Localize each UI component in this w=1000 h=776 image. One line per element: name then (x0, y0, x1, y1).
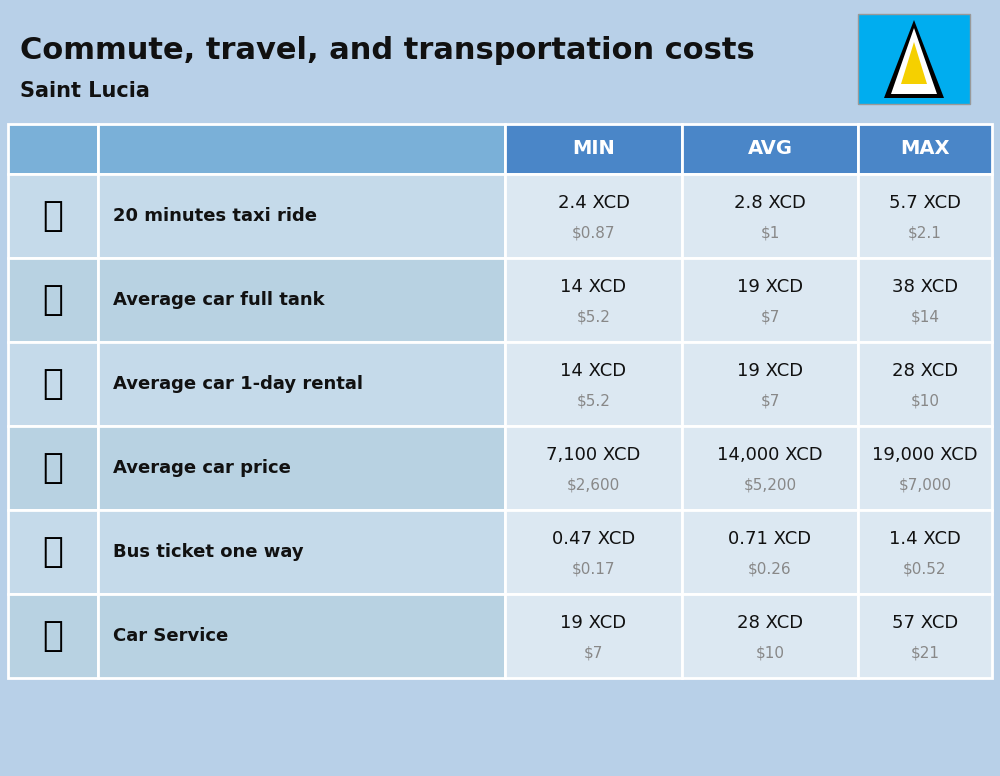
FancyBboxPatch shape (858, 342, 992, 426)
FancyBboxPatch shape (858, 124, 992, 174)
Polygon shape (891, 28, 937, 94)
FancyBboxPatch shape (682, 124, 858, 174)
FancyBboxPatch shape (8, 174, 98, 258)
Text: Bus ticket one way: Bus ticket one way (113, 543, 304, 561)
Text: Average car full tank: Average car full tank (113, 291, 325, 309)
FancyBboxPatch shape (505, 342, 682, 426)
FancyBboxPatch shape (98, 426, 505, 510)
FancyBboxPatch shape (8, 258, 98, 342)
FancyBboxPatch shape (505, 124, 682, 174)
FancyBboxPatch shape (858, 14, 970, 104)
Polygon shape (884, 20, 944, 98)
Polygon shape (901, 42, 927, 84)
FancyBboxPatch shape (682, 426, 858, 510)
FancyBboxPatch shape (98, 124, 505, 174)
FancyBboxPatch shape (505, 594, 682, 678)
Text: ⛽: ⛽ (43, 283, 63, 317)
FancyBboxPatch shape (505, 174, 682, 258)
FancyBboxPatch shape (858, 258, 992, 342)
Text: MIN: MIN (572, 140, 615, 158)
Text: $5,200: $5,200 (743, 477, 797, 493)
FancyBboxPatch shape (98, 342, 505, 426)
Text: 14 XCD: 14 XCD (560, 362, 627, 380)
FancyBboxPatch shape (858, 594, 992, 678)
Text: $5.2: $5.2 (577, 393, 610, 408)
FancyBboxPatch shape (98, 258, 505, 342)
Text: 19 XCD: 19 XCD (560, 614, 627, 632)
FancyBboxPatch shape (98, 594, 505, 678)
Text: $7: $7 (760, 393, 780, 408)
Text: $10: $10 (756, 646, 784, 660)
Text: 🚌: 🚌 (43, 535, 63, 569)
FancyBboxPatch shape (505, 426, 682, 510)
Text: 38 XCD: 38 XCD (892, 278, 958, 296)
FancyBboxPatch shape (858, 426, 992, 510)
FancyBboxPatch shape (8, 426, 98, 510)
Text: $0.52: $0.52 (903, 562, 947, 577)
Text: Average car price: Average car price (113, 459, 291, 477)
FancyBboxPatch shape (8, 594, 98, 678)
Text: 19,000 XCD: 19,000 XCD (872, 446, 978, 464)
Text: Car Service: Car Service (113, 627, 228, 645)
Text: 🚕: 🚕 (43, 199, 63, 233)
FancyBboxPatch shape (682, 342, 858, 426)
Text: $0.26: $0.26 (748, 562, 792, 577)
Text: 0.71 XCD: 0.71 XCD (728, 530, 812, 548)
Text: $14: $14 (910, 310, 940, 324)
Text: $10: $10 (910, 393, 940, 408)
FancyBboxPatch shape (682, 510, 858, 594)
FancyBboxPatch shape (858, 174, 992, 258)
Text: $7: $7 (760, 310, 780, 324)
FancyBboxPatch shape (8, 124, 98, 174)
Text: AVG: AVG (748, 140, 792, 158)
Text: 5.7 XCD: 5.7 XCD (889, 194, 961, 212)
Text: $5.2: $5.2 (577, 310, 610, 324)
Text: 2.8 XCD: 2.8 XCD (734, 194, 806, 212)
FancyBboxPatch shape (505, 510, 682, 594)
FancyBboxPatch shape (98, 510, 505, 594)
Text: 2.4 XCD: 2.4 XCD (558, 194, 630, 212)
Text: 🚗: 🚗 (43, 619, 63, 653)
Text: $2,600: $2,600 (567, 477, 620, 493)
FancyBboxPatch shape (98, 174, 505, 258)
Text: 28 XCD: 28 XCD (737, 614, 803, 632)
Text: $0.17: $0.17 (572, 562, 615, 577)
Text: 57 XCD: 57 XCD (892, 614, 958, 632)
Text: 14 XCD: 14 XCD (560, 278, 627, 296)
Text: 0.47 XCD: 0.47 XCD (552, 530, 635, 548)
Text: $1: $1 (760, 226, 780, 241)
Text: 28 XCD: 28 XCD (892, 362, 958, 380)
Text: 20 minutes taxi ride: 20 minutes taxi ride (113, 207, 317, 225)
FancyBboxPatch shape (8, 342, 98, 426)
Text: 19 XCD: 19 XCD (737, 278, 803, 296)
Text: Saint Lucia: Saint Lucia (20, 81, 150, 101)
Text: Commute, travel, and transportation costs: Commute, travel, and transportation cost… (20, 36, 755, 65)
FancyBboxPatch shape (505, 258, 682, 342)
Text: 🚗: 🚗 (43, 367, 63, 401)
Text: MAX: MAX (900, 140, 950, 158)
FancyBboxPatch shape (858, 510, 992, 594)
FancyBboxPatch shape (682, 594, 858, 678)
FancyBboxPatch shape (682, 174, 858, 258)
Text: $0.87: $0.87 (572, 226, 615, 241)
FancyBboxPatch shape (682, 258, 858, 342)
Text: $7,000: $7,000 (898, 477, 952, 493)
Text: $2.1: $2.1 (908, 226, 942, 241)
Text: $7: $7 (584, 646, 603, 660)
Text: 1.4 XCD: 1.4 XCD (889, 530, 961, 548)
Text: 🚗: 🚗 (43, 451, 63, 485)
Text: Average car 1-day rental: Average car 1-day rental (113, 375, 363, 393)
FancyBboxPatch shape (8, 510, 98, 594)
Text: $21: $21 (910, 646, 940, 660)
Text: 7,100 XCD: 7,100 XCD (546, 446, 641, 464)
Text: 14,000 XCD: 14,000 XCD (717, 446, 823, 464)
Text: 19 XCD: 19 XCD (737, 362, 803, 380)
